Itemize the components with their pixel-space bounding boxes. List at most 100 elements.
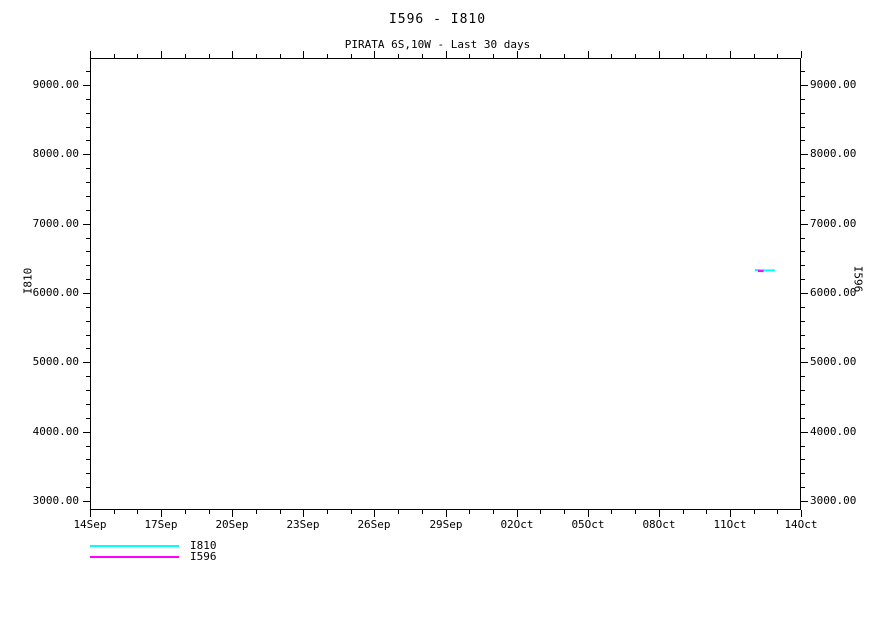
x-axis-tick-label: 17Sep: [144, 518, 178, 531]
x-minor-tick-top: [209, 54, 210, 58]
y-minor-tick-right: [801, 446, 805, 447]
x-major-tick-bottom: [801, 510, 802, 517]
x-major-tick-bottom: [588, 510, 589, 517]
y-minor-tick-left: [86, 446, 90, 447]
x-major-tick-bottom: [659, 510, 660, 517]
y-major-tick-left: [83, 501, 90, 502]
x-axis-tick-label: 20Sep: [215, 518, 249, 531]
y-minor-tick-left: [86, 418, 90, 419]
x-axis-tick-label: 08Oct: [642, 518, 676, 531]
y-major-tick-right: [801, 154, 808, 155]
y-minor-tick-right: [801, 265, 805, 266]
x-minor-tick-bottom: [137, 510, 138, 514]
y-minor-tick-left: [86, 487, 90, 488]
y-minor-tick-right: [801, 404, 805, 405]
y-minor-tick-right: [801, 140, 805, 141]
y-major-tick-left: [83, 85, 90, 86]
x-minor-tick-bottom: [635, 510, 636, 514]
y-minor-tick-left: [86, 113, 90, 114]
x-major-tick-bottom: [446, 510, 447, 517]
y-major-tick-left: [83, 362, 90, 363]
y-minor-tick-left: [86, 196, 90, 197]
legend-label-i596: I596: [190, 550, 217, 563]
x-major-tick-top: [161, 51, 162, 58]
x-axis-tick-label: 02Oct: [500, 518, 534, 531]
x-minor-tick-bottom: [209, 510, 210, 514]
x-minor-tick-bottom: [185, 510, 186, 514]
x-minor-tick-bottom: [280, 510, 281, 514]
y-axis-tick-label-left: 9000.00: [32, 78, 79, 91]
y-minor-tick-left: [86, 99, 90, 100]
x-major-tick-top: [517, 51, 518, 58]
y-major-tick-right: [801, 362, 808, 363]
x-minor-tick-bottom: [493, 510, 494, 514]
y-axis-tick-label-left: 8000.00: [32, 147, 79, 160]
x-minor-tick-top: [422, 54, 423, 58]
y-minor-tick-right: [801, 321, 805, 322]
y-major-tick-left: [83, 432, 90, 433]
y-minor-tick-left: [86, 376, 90, 377]
x-minor-tick-top: [256, 54, 257, 58]
y-minor-tick-right: [801, 99, 805, 100]
x-axis-tick-label: 05Oct: [571, 518, 605, 531]
y-major-tick-left: [83, 154, 90, 155]
x-minor-tick-top: [280, 54, 281, 58]
y-minor-tick-left: [86, 182, 90, 183]
left-axis-title: I810: [21, 267, 35, 295]
x-minor-tick-top: [469, 54, 470, 58]
y-major-tick-right: [801, 432, 808, 433]
y-minor-tick-left: [86, 279, 90, 280]
chart-subtitle: PIRATA 6S,10W - Last 30 days: [344, 38, 531, 51]
y-minor-tick-right: [801, 307, 805, 308]
y-major-tick-right: [801, 501, 808, 502]
x-axis-tick-label: 23Sep: [286, 518, 320, 531]
x-major-tick-top: [303, 51, 304, 58]
x-minor-tick-bottom: [351, 510, 352, 514]
y-minor-tick-right: [801, 348, 805, 349]
y-axis-tick-label-right: 6000.00: [810, 286, 857, 299]
y-axis-tick-label-right: 3000.00: [810, 494, 857, 507]
x-major-tick-bottom: [517, 510, 518, 517]
x-major-tick-bottom: [374, 510, 375, 517]
chart-title: I596 - I810: [388, 12, 487, 27]
x-minor-tick-top: [754, 54, 755, 58]
x-minor-tick-top: [351, 54, 352, 58]
y-minor-tick-left: [86, 335, 90, 336]
x-axis-tick-label: 29Sep: [429, 518, 463, 531]
x-major-tick-bottom: [161, 510, 162, 517]
y-minor-tick-left: [86, 238, 90, 239]
legend-line-i810: [90, 545, 179, 547]
y-axis-tick-label-left: 3000.00: [32, 494, 79, 507]
x-major-tick-top: [90, 51, 91, 58]
y-minor-tick-right: [801, 238, 805, 239]
y-axis-tick-label-right: 8000.00: [810, 147, 857, 160]
x-major-tick-top: [659, 51, 660, 58]
x-minor-tick-bottom: [706, 510, 707, 514]
y-minor-tick-right: [801, 251, 805, 252]
x-minor-tick-top: [493, 54, 494, 58]
y-minor-tick-left: [86, 348, 90, 349]
y-minor-tick-right: [801, 168, 805, 169]
y-minor-tick-right: [801, 127, 805, 128]
x-minor-tick-top: [540, 54, 541, 58]
x-minor-tick-top: [635, 54, 636, 58]
x-axis-tick-label: 26Sep: [357, 518, 391, 531]
y-minor-tick-left: [86, 321, 90, 322]
x-minor-tick-bottom: [114, 510, 115, 514]
legend-line-i596: [90, 556, 179, 558]
y-minor-tick-left: [86, 390, 90, 391]
x-minor-tick-bottom: [611, 510, 612, 514]
x-minor-tick-bottom: [422, 510, 423, 514]
legend-label-i810: I810: [190, 539, 217, 552]
x-minor-tick-bottom: [777, 510, 778, 514]
x-minor-tick-bottom: [327, 510, 328, 514]
y-minor-tick-left: [86, 140, 90, 141]
y-minor-tick-left: [86, 307, 90, 308]
x-minor-tick-top: [114, 54, 115, 58]
x-major-tick-bottom: [730, 510, 731, 517]
y-minor-tick-right: [801, 376, 805, 377]
y-major-tick-right: [801, 85, 808, 86]
y-minor-tick-left: [86, 473, 90, 474]
x-minor-tick-bottom: [256, 510, 257, 514]
y-minor-tick-left: [86, 459, 90, 460]
